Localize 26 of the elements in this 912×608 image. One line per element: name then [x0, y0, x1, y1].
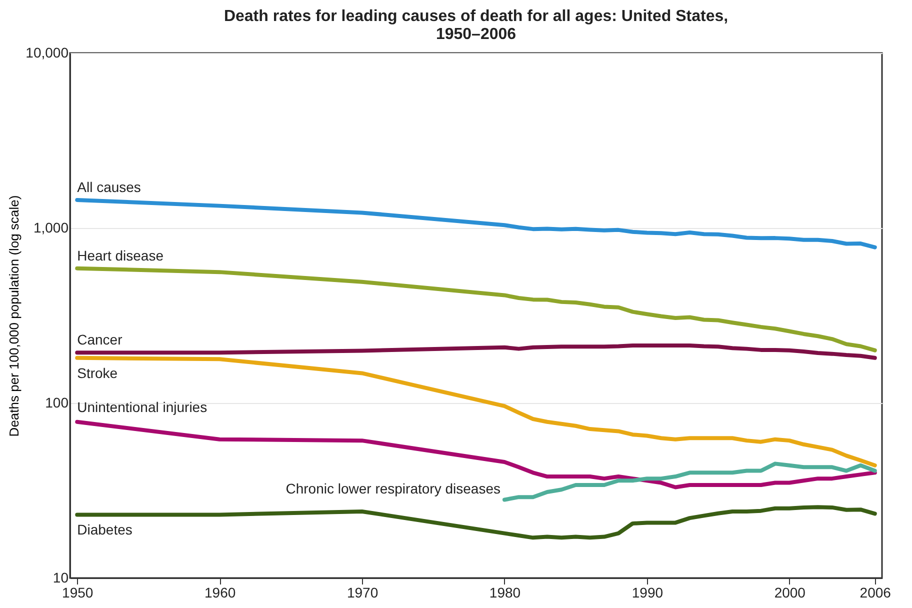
x-tick-label: 1980 [489, 584, 521, 600]
x-tick-label: 1990 [632, 584, 664, 600]
series-label: Chronic lower respiratory diseases [286, 480, 500, 497]
y-tick-label: 10,000 [26, 44, 69, 60]
y-tick-label: 100 [45, 394, 69, 410]
series-label: Diabetes [77, 522, 132, 538]
x-tick-label: 1950 [62, 584, 94, 600]
y-axis-title: Deaths per 100,000 population (log scale) [6, 195, 22, 437]
line-series [75, 266, 877, 352]
line-series [75, 344, 877, 360]
x-tick-label: 1970 [346, 584, 378, 600]
y-tick-label: 1,000 [33, 220, 69, 236]
chart-title: Death rates for leading causes of death for all ages: United States, 1950–2006 [224, 8, 728, 43]
series-label: Heart disease [77, 247, 164, 264]
series-label: Unintentional injuries [77, 398, 208, 415]
x-tick-label: 1960 [204, 584, 236, 600]
x-tick-label: 2006 [860, 584, 892, 600]
line-series [75, 356, 877, 468]
series-label: Stroke [77, 364, 118, 381]
line-series [75, 505, 877, 540]
series-label: Cancer [77, 332, 123, 348]
line-series [502, 462, 877, 502]
x-tick-label: 2000 [774, 584, 806, 600]
line-series [75, 198, 877, 250]
series-label: All causes [77, 178, 141, 195]
y-tick-label: 10 [52, 570, 69, 586]
